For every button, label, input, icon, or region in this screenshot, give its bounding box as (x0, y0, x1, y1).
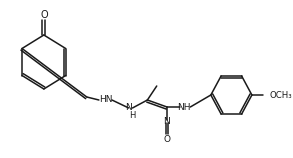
Text: N: N (125, 103, 132, 112)
Text: O: O (163, 134, 171, 143)
Text: OCH₃: OCH₃ (270, 91, 292, 100)
Text: NH: NH (177, 103, 190, 112)
Text: O: O (40, 10, 48, 20)
Text: H: H (129, 110, 136, 119)
Text: N: N (163, 116, 170, 125)
Text: HN: HN (99, 95, 112, 104)
